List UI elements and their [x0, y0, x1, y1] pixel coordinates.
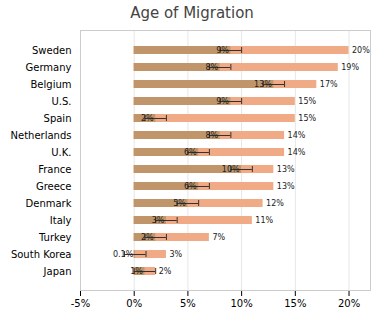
svg-text:8%: 8%: [205, 63, 218, 72]
svg-text:14%: 14%: [288, 148, 306, 157]
svg-text:15%: 15%: [298, 114, 316, 123]
svg-text:8%: 8%: [205, 131, 218, 140]
svg-text:U.S.: U.S.: [51, 96, 71, 107]
svg-text:13%: 13%: [277, 182, 295, 191]
svg-text:1%: 1%: [130, 267, 143, 276]
svg-text:0.1%: 0.1%: [113, 250, 134, 259]
svg-text:2%: 2%: [141, 114, 154, 123]
svg-text:5%: 5%: [180, 298, 196, 309]
svg-text:3%: 3%: [169, 250, 182, 259]
svg-text:2%: 2%: [159, 267, 172, 276]
svg-text:Sweden: Sweden: [32, 45, 72, 56]
svg-text:3%: 3%: [152, 216, 165, 225]
svg-text:Japan: Japan: [43, 266, 72, 277]
svg-text:5%: 5%: [173, 199, 186, 208]
svg-text:2%: 2%: [141, 233, 154, 242]
svg-text:20%: 20%: [352, 46, 370, 55]
svg-text:15%: 15%: [298, 97, 316, 106]
svg-text:10%: 10%: [222, 165, 240, 174]
svg-text:Denmark: Denmark: [26, 198, 72, 209]
svg-text:France: France: [38, 164, 71, 175]
svg-text:14%: 14%: [288, 131, 306, 140]
svg-text:7%: 7%: [212, 233, 225, 242]
svg-text:Turkey: Turkey: [38, 232, 72, 243]
svg-text:Netherlands: Netherlands: [11, 130, 72, 141]
svg-text:Spain: Spain: [44, 113, 72, 124]
svg-text:9%: 9%: [216, 46, 229, 55]
svg-text:Belgium: Belgium: [31, 79, 72, 90]
svg-text:13%: 13%: [254, 80, 272, 89]
svg-text:6%: 6%: [184, 182, 197, 191]
svg-text:Germany: Germany: [26, 62, 72, 73]
svg-text:13%: 13%: [277, 165, 295, 174]
svg-text:17%: 17%: [320, 80, 338, 89]
svg-text:Italy: Italy: [50, 215, 72, 226]
html-text:Age of Migration: Age of Migration: [130, 4, 254, 22]
svg-text:11%: 11%: [255, 216, 273, 225]
svg-text:9%: 9%: [216, 97, 229, 106]
svg-text:Greece: Greece: [36, 181, 72, 192]
svg-text:U.K.: U.K.: [51, 147, 71, 158]
svg-text:12%: 12%: [266, 199, 284, 208]
svg-text:0%: 0%: [126, 298, 142, 309]
svg-text:20%: 20%: [338, 298, 360, 309]
svg-text:6%: 6%: [184, 148, 197, 157]
svg-text:-5%: -5%: [71, 298, 90, 309]
svg-text:15%: 15%: [284, 298, 306, 309]
svg-text:19%: 19%: [341, 63, 359, 72]
svg-text:South Korea: South Korea: [11, 249, 72, 260]
svg-text:10%: 10%: [230, 298, 252, 309]
